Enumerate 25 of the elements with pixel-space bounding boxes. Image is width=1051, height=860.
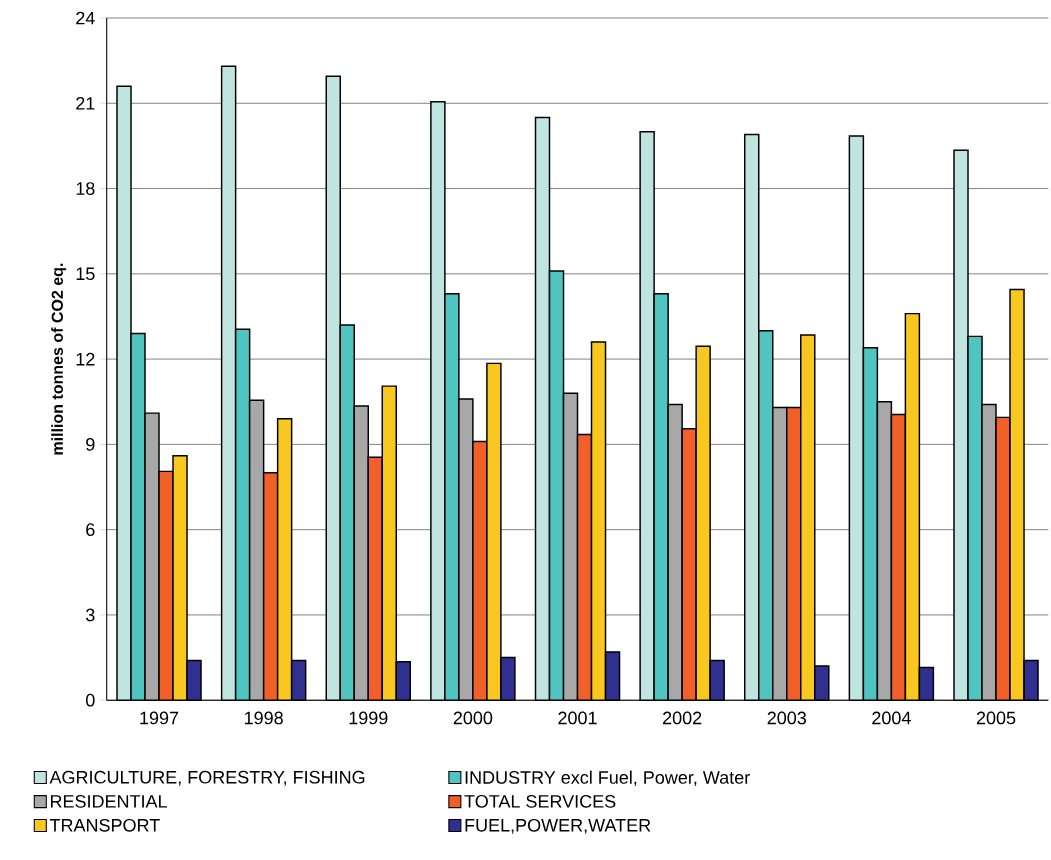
legend-label: AGRICULTURE, FORESTRY, FISHING xyxy=(49,770,365,786)
y-tick-label: 18 xyxy=(76,182,95,195)
x-tick-label: 2000 xyxy=(453,711,493,725)
x-tick-label: 2002 xyxy=(663,711,702,725)
y-tick-label: 24 xyxy=(76,11,95,25)
y-tick-label: 12 xyxy=(76,352,95,366)
x-tick-label: 1997 xyxy=(140,711,179,725)
legend-label: TOTAL SERVICES xyxy=(464,794,616,808)
x-tick-label: 2004 xyxy=(872,711,911,725)
y-tick-label: 9 xyxy=(86,437,95,451)
legend-label: FUEL,POWER,WATER xyxy=(465,818,651,834)
y-tick-label: 15 xyxy=(76,267,95,280)
legend-label: INDUSTRY excl Fuel, Power, Water xyxy=(465,770,750,786)
legend-label: TRANSPORT xyxy=(49,818,160,832)
x-tick-label: 2001 xyxy=(558,711,597,725)
x-tick-label: 1998 xyxy=(244,711,283,725)
x-tick-label: 2005 xyxy=(976,711,1016,725)
y-tick-label: 3 xyxy=(86,608,95,622)
y-axis-title: million tonnes of CO2 eq. xyxy=(51,263,67,455)
legend-label: RESIDENTIAL xyxy=(50,794,167,808)
y-tick-label: 6 xyxy=(86,523,95,536)
x-tick-label: 1999 xyxy=(349,711,388,725)
y-tick-label: 0 xyxy=(86,693,95,707)
x-tick-label: 2003 xyxy=(767,711,806,725)
y-tick-label: 21 xyxy=(76,96,95,110)
